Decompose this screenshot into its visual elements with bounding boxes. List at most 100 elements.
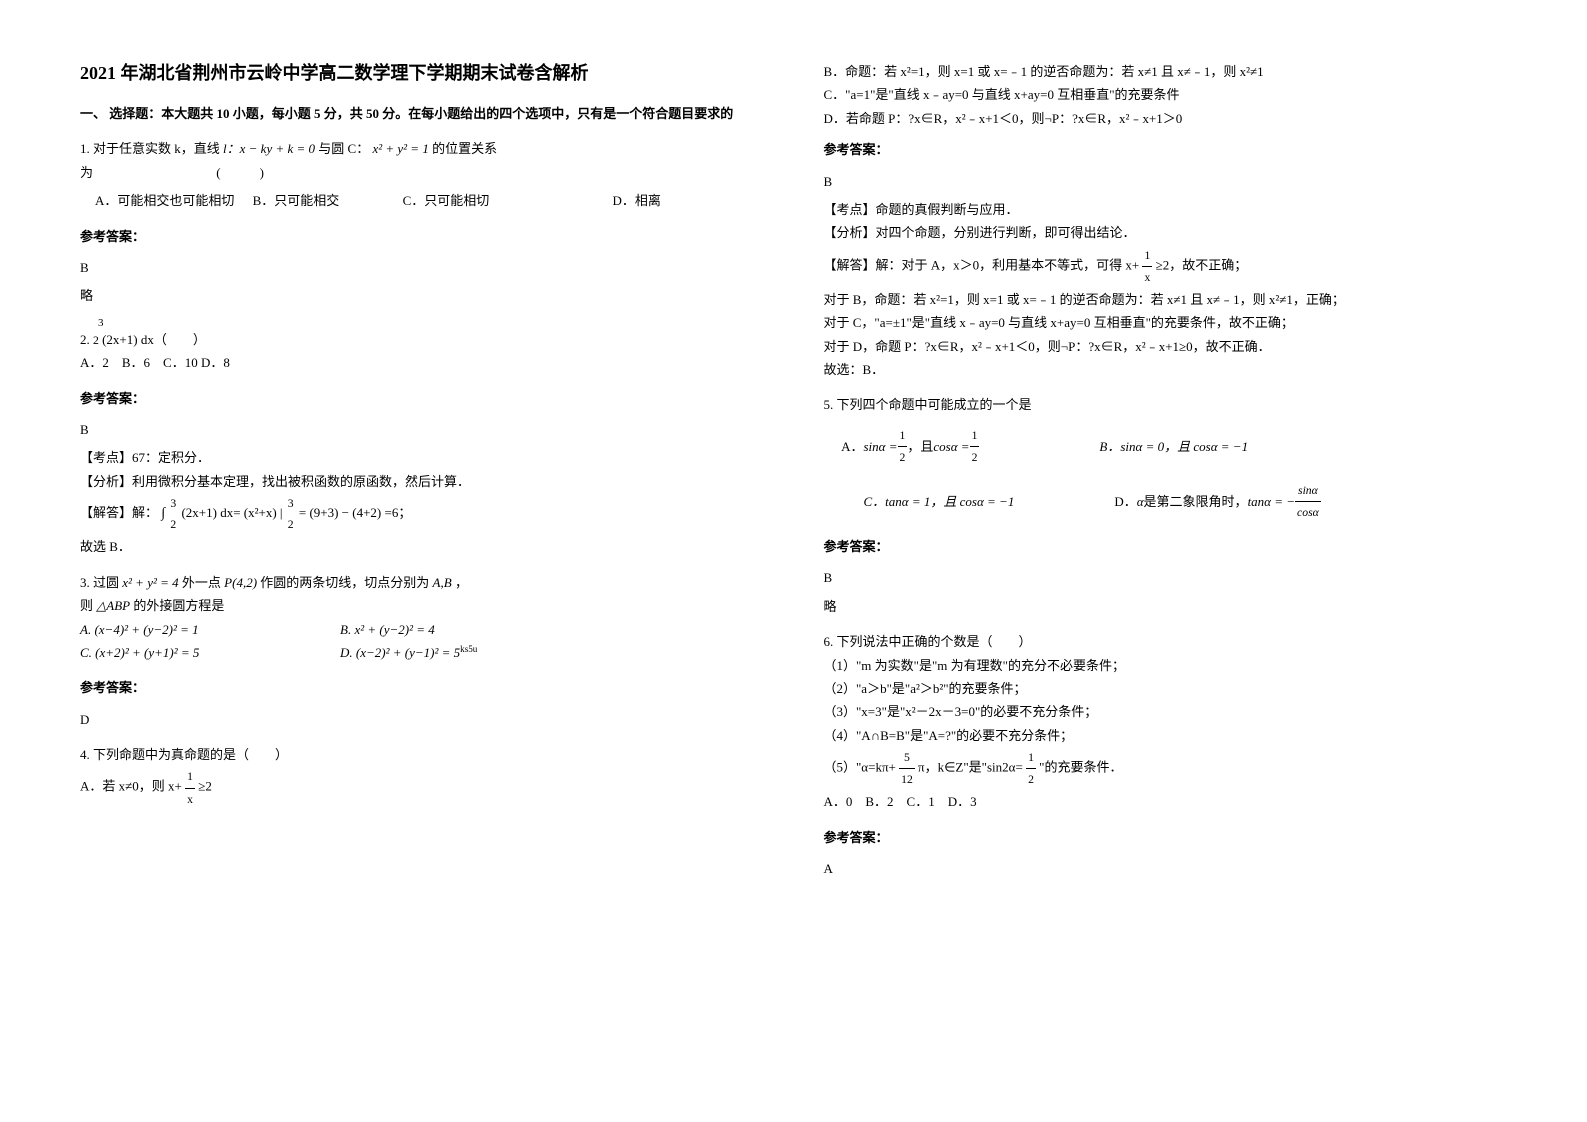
q4-exp4: 对于 B，命题：若 x²=1，则 x=1 或 x=﹣1 的逆否命题为：若 x≠1… — [824, 288, 1508, 311]
q4-exp3-prefix: 【解答】解：对于 A，x＞0，利用基本不等式，可得 x+ — [824, 257, 1143, 272]
q2-exp3-prefix: 【解答】解： — [80, 505, 158, 520]
q2-ans: B — [80, 418, 764, 441]
q3-ab: A,B — [433, 575, 452, 590]
q1-stem-prefix: 1. 对于任意实数 k，直线 — [80, 141, 223, 156]
q2-options: A．2 B．6 C．10 D．8 — [80, 351, 764, 374]
q6-s1: （1）"m 为实数"是"m 为有理数"的充分不必要条件； — [824, 654, 1508, 677]
q4-exp5: 对于 C，"a=±1"是"直线 x﹣ay=0 与直线 x+ay=0 互相垂直"的… — [824, 311, 1508, 334]
q5-optC: C．tanα = 1，且 cosα = −1 — [864, 490, 1015, 513]
q3-stem-mid2: 作圆的两条切线，切点分别为 — [260, 575, 432, 590]
q4-exp7: 故选：B． — [824, 358, 1508, 381]
q4-optD: D．若命题 P：?x∈R，x²﹣x+1＜0，则¬P：?x∈R，x²﹣x+1＞0 — [824, 107, 1508, 130]
q5-optD-alpha: α — [1137, 490, 1144, 513]
int-bounds2-icon: 32 — [286, 493, 296, 535]
q1-ans-label: 参考答案： — [80, 225, 764, 248]
q4-optB: B．命题：若 x²=1，则 x=1 或 x=﹣1 的逆否命题为：若 x≠1 且 … — [824, 60, 1508, 83]
q6-s2: （2）"a＞b"是"a²＞b²"的充要条件； — [824, 677, 1508, 700]
q1-formula1: l：x − ky + k = 0 — [223, 141, 315, 156]
q2-exp4: 故选 B． — [80, 535, 764, 558]
q6-ans-label: 参考答案： — [824, 826, 1508, 849]
q4-exp2: 【分析】对四个命题，分别进行判断，即可得出结论． — [824, 221, 1508, 244]
q2-ans-label: 参考答案： — [80, 387, 764, 410]
q2-exp1: 【考点】67：定积分． — [80, 446, 764, 469]
q3-line2-prefix: 则 — [80, 598, 96, 613]
q2-stem-suffix: (2x+1) dx（ ） — [102, 332, 206, 347]
q5-optB: B．sinα = 0，且 cosα = −1 — [1099, 435, 1248, 458]
int-bounds-icon: 32 — [168, 493, 178, 535]
q4-ans: B — [824, 170, 1508, 193]
q3-optB: B. x² + (y−2)² = 4 — [340, 618, 435, 641]
q5-ans-note: 略 — [824, 595, 1508, 618]
q3-tri: △ABP — [96, 598, 130, 613]
q4-optA-suffix: ≥2 — [198, 779, 212, 794]
q3-f1: x² + y² = 4 — [122, 575, 178, 590]
q5-ans-label: 参考答案： — [824, 535, 1508, 558]
q2-exp3-mid: (2x+1) dx= (x²+x) | — [181, 505, 285, 520]
q3-ans: D — [80, 708, 764, 731]
q4-stem: 4. 下列命题中为真命题的是（ ） — [80, 743, 764, 766]
q1-stem-mid: 与圆 C： — [318, 141, 369, 156]
q5-optA-f1: sinα = — [864, 435, 898, 458]
frac-5-12-icon: 512 — [899, 747, 915, 790]
frac-1-x-icon-2: 1x — [1142, 245, 1152, 288]
q3-ans-label: 参考答案： — [80, 676, 764, 699]
q6-options: A．0 B．2 C．1 D．3 — [824, 790, 1508, 813]
q6-ans: A — [824, 857, 1508, 880]
frac-half-icon: 12 — [898, 425, 908, 468]
q3-optC: C. (x+2)² + (y+1)² = 5 — [80, 641, 340, 664]
q3-stem-mid1: 外一点 — [182, 575, 224, 590]
q6-s5-suffix: "的充要条件． — [1039, 760, 1122, 775]
q5-ans: B — [824, 566, 1508, 589]
q4-exp3-suffix: ≥2，故不正确； — [1156, 257, 1248, 272]
q1-ans-note: 略 — [80, 284, 764, 307]
q3-optD: D. (x−2)² + (y−1)² = 5 — [340, 641, 460, 664]
q3-ks5u: ks5u — [460, 641, 477, 664]
question-4: 4. 下列命题中为真命题的是（ ） A．若 x≠0，则 x+ 1x ≥2 — [80, 743, 764, 810]
q6-s3: （3）"x=3"是"x²－2x－3=0"的必要不充分条件； — [824, 700, 1508, 723]
q1-formula2: x² + y² = 1 — [372, 141, 428, 156]
q4-optC: C．"a=1"是"直线 x﹣ay=0 与直线 x+ay=0 互相垂直"的充要条件 — [824, 83, 1508, 106]
page-title: 2021 年湖北省荆州市云岭中学高二数学理下学期期末试卷含解析 — [80, 60, 764, 87]
q2-stem-prefix: 2. — [80, 332, 93, 347]
q3-line2-suffix: 的外接圆方程是 — [133, 598, 224, 613]
frac-sin-cos-icon: sinαcosα — [1295, 480, 1321, 523]
frac-half-icon-2: 12 — [970, 425, 980, 468]
q2-exp2: 【分析】利用微积分基本定理，找出被积函数的原函数，然后计算． — [80, 470, 764, 493]
q5-optA-f2: cosα = — [933, 435, 969, 458]
question-1: 1. 对于任意实数 k，直线 l：x − ky + k = 0 与圆 C： x²… — [80, 137, 764, 212]
q4-exp1: 【考点】命题的真假判断与应用． — [824, 198, 1508, 221]
q4-ans-label: 参考答案： — [824, 138, 1508, 161]
q4-exp6: 对于 D，命题 P：?x∈R，x²﹣x+1＜0，则¬P：?x∈R，x²﹣x+1≥… — [824, 335, 1508, 358]
q1-stem-suffix: 的位置关系 — [432, 141, 497, 156]
q1-optD: D．相离 — [612, 193, 660, 208]
q5-optD-prefix: D． — [1114, 490, 1136, 513]
q5-stem: 5. 下列四个命题中可能成立的一个是 — [824, 393, 1508, 416]
q1-optA: A．可能相交也可能相切 — [95, 193, 234, 208]
q6-stem: 6. 下列说法中正确的个数是（ ） — [824, 630, 1508, 653]
q5-optD-mid: 是第二象限角时， — [1144, 490, 1248, 513]
q3-optA: A. (x−4)² + (y−2)² = 1 — [80, 618, 340, 641]
frac-1-x-icon: 1x — [185, 766, 195, 809]
q1-paren: ( ) — [216, 165, 264, 180]
q1-optC: C．只可能相切 — [403, 193, 490, 208]
q6-s4: （4）"A∩B=B"是"A=?"的必要不充分条件； — [824, 724, 1508, 747]
question-3: 3. 过圆 x² + y² = 4 外一点 P(4,2) 作圆的两条切线，切点分… — [80, 571, 764, 665]
question-6: 6. 下列说法中正确的个数是（ ） （1）"m 为实数"是"m 为有理数"的充分… — [824, 630, 1508, 813]
q6-s5-prefix: （5）"α=kπ+ — [824, 760, 900, 775]
q1-stem-line2: 为 — [80, 165, 93, 180]
q5-optA-prefix: A． — [824, 435, 864, 458]
q4-optA-prefix: A．若 x≠0，则 x+ — [80, 779, 185, 794]
q5-optA-mid: ，且 — [907, 435, 933, 458]
q1-ans: B — [80, 256, 764, 279]
q3-stem-prefix: 3. 过圆 — [80, 575, 122, 590]
question-5: 5. 下列四个命题中可能成立的一个是 A． sinα = 12 ，且 cosα … — [824, 393, 1508, 523]
q6-s5-mid: π，k∈Z"是"sin2α= — [918, 760, 1026, 775]
q2-int-upper: 3 — [98, 314, 104, 334]
q1-optB: B．只可能相交 — [253, 193, 340, 208]
frac-half-icon-3: 12 — [1026, 747, 1036, 790]
q3-stem-suffix: ， — [455, 575, 468, 590]
section-header: 一、 选择题：本大题共 10 小题，每小题 5 分，共 50 分。在每小题给出的… — [80, 102, 764, 125]
question-2: 3 2. 2 (2x+1) dx（ ） A．2 B．6 C．10 D．8 — [80, 320, 764, 375]
q5-optD-f: tanα = − — [1248, 490, 1295, 513]
q2-exp3-suffix: = (9+3) − (4+2) =6； — [299, 505, 411, 520]
